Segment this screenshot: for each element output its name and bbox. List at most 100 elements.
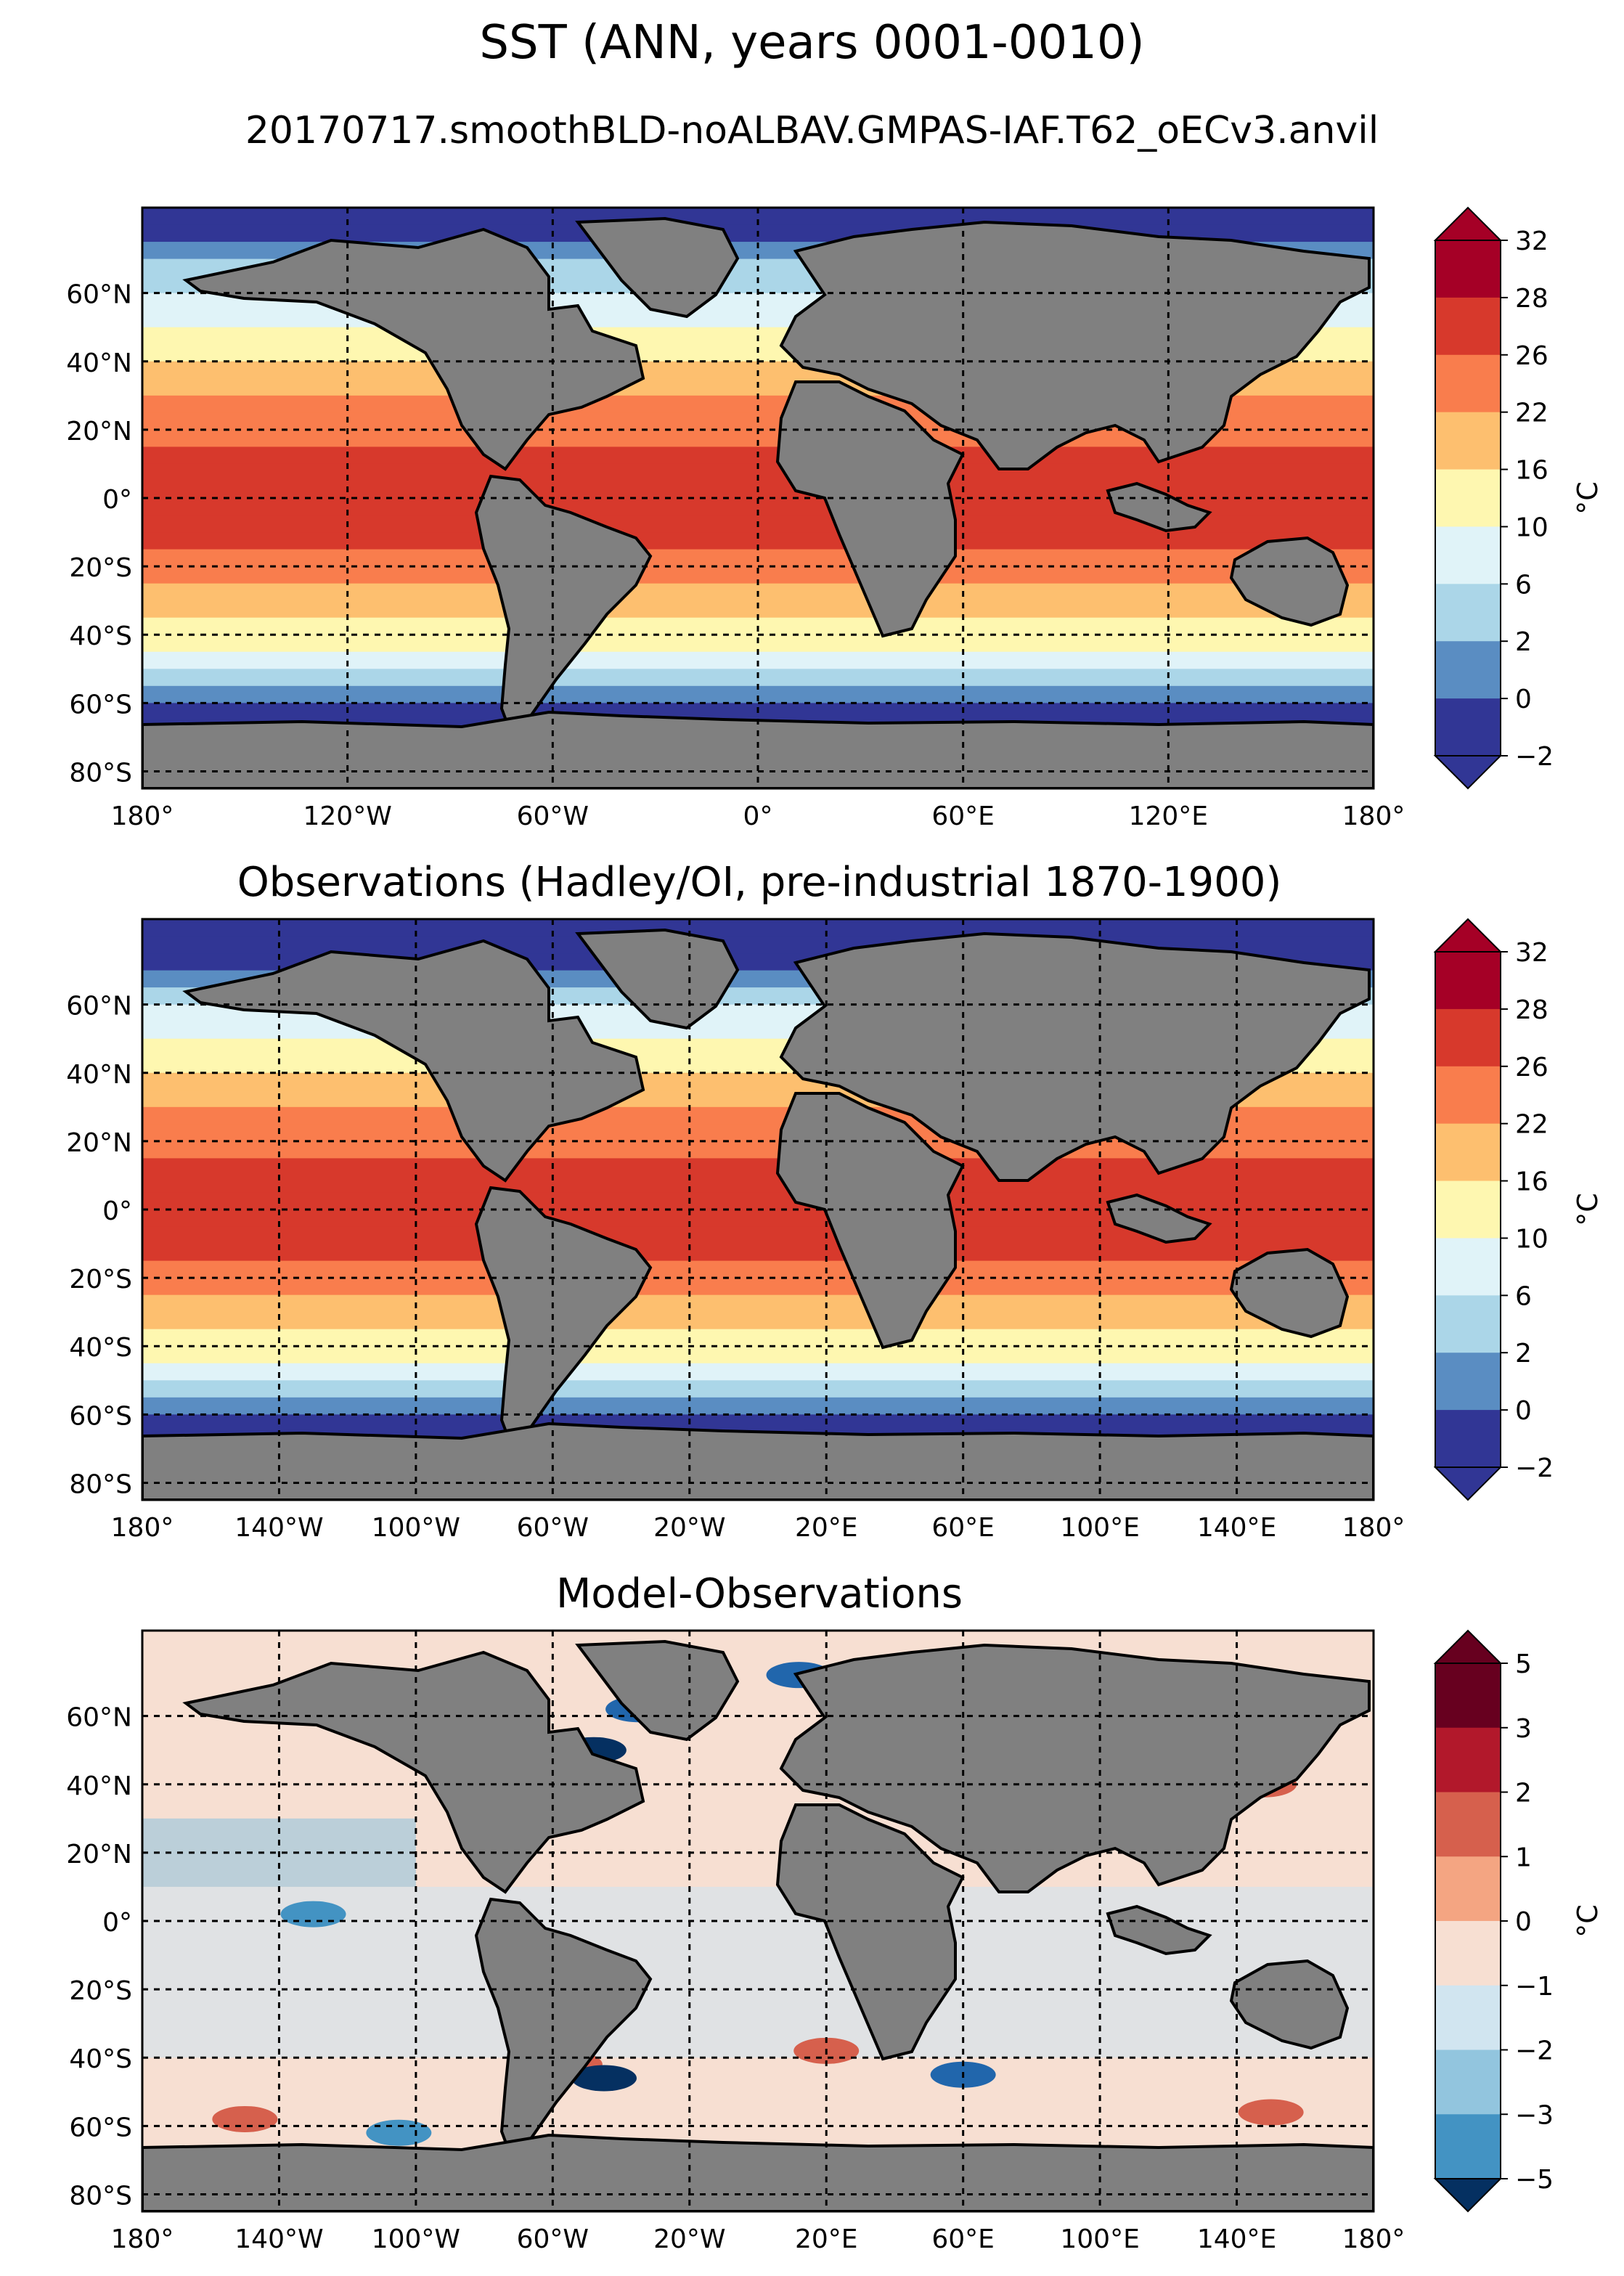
colorbar-extend-max (1433, 918, 1503, 953)
colorbar-segment (1435, 1410, 1501, 1468)
colorbar-unit-label: °C (1572, 1193, 1604, 1226)
colorbar-segment (1435, 698, 1501, 756)
colorbar-segment (1435, 412, 1501, 470)
x-tick-label: 60°E (931, 802, 995, 831)
y-tick-label: 40°N (66, 1060, 132, 1090)
colorbar-tick-label: 28 (1515, 995, 1548, 1025)
y-tick-label: 60°S (69, 1401, 132, 1431)
sst-band (142, 1329, 1374, 1347)
bias-anomaly (571, 2065, 637, 2092)
x-tick-label: 60°E (931, 2224, 995, 2254)
colorbar-segment (1435, 240, 1501, 298)
colorbar-tick-label: −2 (1515, 2036, 1554, 2066)
colorbar-segment (1435, 1353, 1501, 1411)
colorbar-segment (1435, 526, 1501, 585)
colorbar-segment (1435, 1066, 1501, 1125)
colorbar-tick-label: 2 (1515, 627, 1532, 657)
y-tick-label: 40°S (69, 621, 132, 651)
colorbar-tick-label: 0 (1515, 1396, 1532, 1426)
colorbar-tick-label: 22 (1515, 1110, 1548, 1140)
x-tick-label: 140°W (234, 2224, 323, 2254)
colorbar-segment (1435, 1727, 1501, 1793)
colorbar-extend-max (1433, 1629, 1503, 1664)
colorbar-tick-label: 0 (1515, 685, 1532, 714)
x-tick-label: 140°E (1197, 2224, 1276, 2254)
colorbar-tick-label: −1 (1515, 1972, 1554, 2002)
x-tick-label: 100°E (1060, 1513, 1139, 1543)
y-tick-label: 60°S (69, 690, 132, 719)
colorbar-extend-max (1433, 206, 1503, 241)
colorbar-segment (1435, 584, 1501, 643)
colorbar-segment (1435, 1008, 1501, 1067)
colorbar-unit-label: °C (1572, 481, 1604, 515)
colorbar-tick-label: 5 (1515, 1649, 1532, 1679)
colorbar-tick-label: 10 (1515, 513, 1548, 542)
colorbar-tick-label: 26 (1515, 341, 1548, 371)
colorbar-tick-label: −5 (1515, 2165, 1554, 2195)
figure-subtitle: 20170717.smoothBLD-noALBAV.GMPAS-IAF.T62… (245, 109, 1379, 152)
y-tick-label: 40°S (69, 1333, 132, 1363)
colorbar-segment (1435, 2114, 1501, 2179)
x-tick-label: 60°W (517, 2224, 589, 2254)
colorbar-tick-label: −2 (1515, 742, 1554, 772)
colorbar-segment (1435, 297, 1501, 356)
colorbar-tick-label: 3 (1515, 1714, 1532, 1744)
bias-anomaly (366, 2119, 432, 2146)
x-tick-label: 60°W (517, 802, 589, 831)
sst-band (142, 1294, 1374, 1313)
colorbar-segment (1435, 2049, 1501, 2116)
colorbar-segment (1435, 1295, 1501, 1354)
sst-band (142, 1380, 1374, 1398)
colorbar-extend-min (1433, 1467, 1503, 1501)
panel-title: Observations (Hadley/OI, pre-industrial … (237, 859, 1282, 906)
y-tick-label: 0° (102, 1196, 132, 1226)
map-frame (141, 1629, 1375, 2213)
y-tick-label: 80°S (69, 758, 132, 788)
x-tick-label: 180° (1342, 1513, 1405, 1543)
y-tick-label: 20°S (69, 1976, 132, 2006)
y-tick-label: 0° (102, 1908, 132, 1938)
colorbar: 5 3 2 1 0 −1 −2 −3 −5 °C (1433, 1629, 1604, 2213)
x-tick-label: 120°E (1129, 802, 1208, 831)
colorbar-tick-label: 6 (1515, 570, 1532, 600)
x-tick-label: 180° (1342, 2224, 1405, 2254)
colorbar-tick-label: −2 (1515, 1453, 1554, 1483)
y-tick-label: 60°S (69, 2113, 132, 2142)
x-tick-label: 180° (111, 2224, 174, 2254)
y-tick-label: 20°S (69, 1265, 132, 1294)
colorbar-segment (1435, 952, 1501, 1010)
colorbar-tick-label: 16 (1515, 1167, 1548, 1197)
x-tick-label: 60°W (517, 1513, 589, 1543)
y-tick-label: 40°N (66, 348, 132, 378)
bias-anomaly (212, 2105, 278, 2132)
sst-band (142, 1312, 1374, 1330)
sst-band (142, 1363, 1374, 1382)
colorbar-segment (1435, 1921, 1501, 1986)
colorbar-segment (1435, 1180, 1501, 1239)
x-tick-label: 180° (111, 1513, 174, 1543)
map-panel-3: Model-Observations 60°N 40°N 20°N 0° 20°S 40°S… (66, 1570, 1604, 2254)
x-tick-label: 20°W (653, 1513, 725, 1543)
x-tick-label: 20°W (653, 2224, 725, 2254)
y-tick-label: 80°S (69, 2181, 132, 2211)
colorbar-tick-label: 10 (1515, 1224, 1548, 1254)
map-frame (141, 918, 1375, 1501)
y-tick-label: 60°N (66, 280, 132, 310)
x-tick-label: 180° (1342, 802, 1405, 831)
colorbar-segment (1435, 469, 1501, 528)
sst-band (142, 1175, 1374, 1194)
colorbar-tick-label: 1 (1515, 1843, 1532, 1872)
x-tick-label: 60°E (931, 1513, 995, 1543)
sst-band (142, 1346, 1374, 1364)
sst-band (142, 1244, 1374, 1262)
colorbar-segment (1435, 1792, 1501, 1858)
colorbar-segment (1435, 1238, 1501, 1297)
y-tick-label: 20°N (66, 1840, 132, 1869)
y-tick-label: 20°N (66, 1128, 132, 1158)
y-tick-label: 20°N (66, 417, 132, 446)
colorbar-tick-label: −3 (1515, 2100, 1554, 2130)
sst-band (142, 919, 1374, 937)
x-tick-label: 0° (743, 802, 773, 831)
colorbar-tick-label: 26 (1515, 1053, 1548, 1082)
